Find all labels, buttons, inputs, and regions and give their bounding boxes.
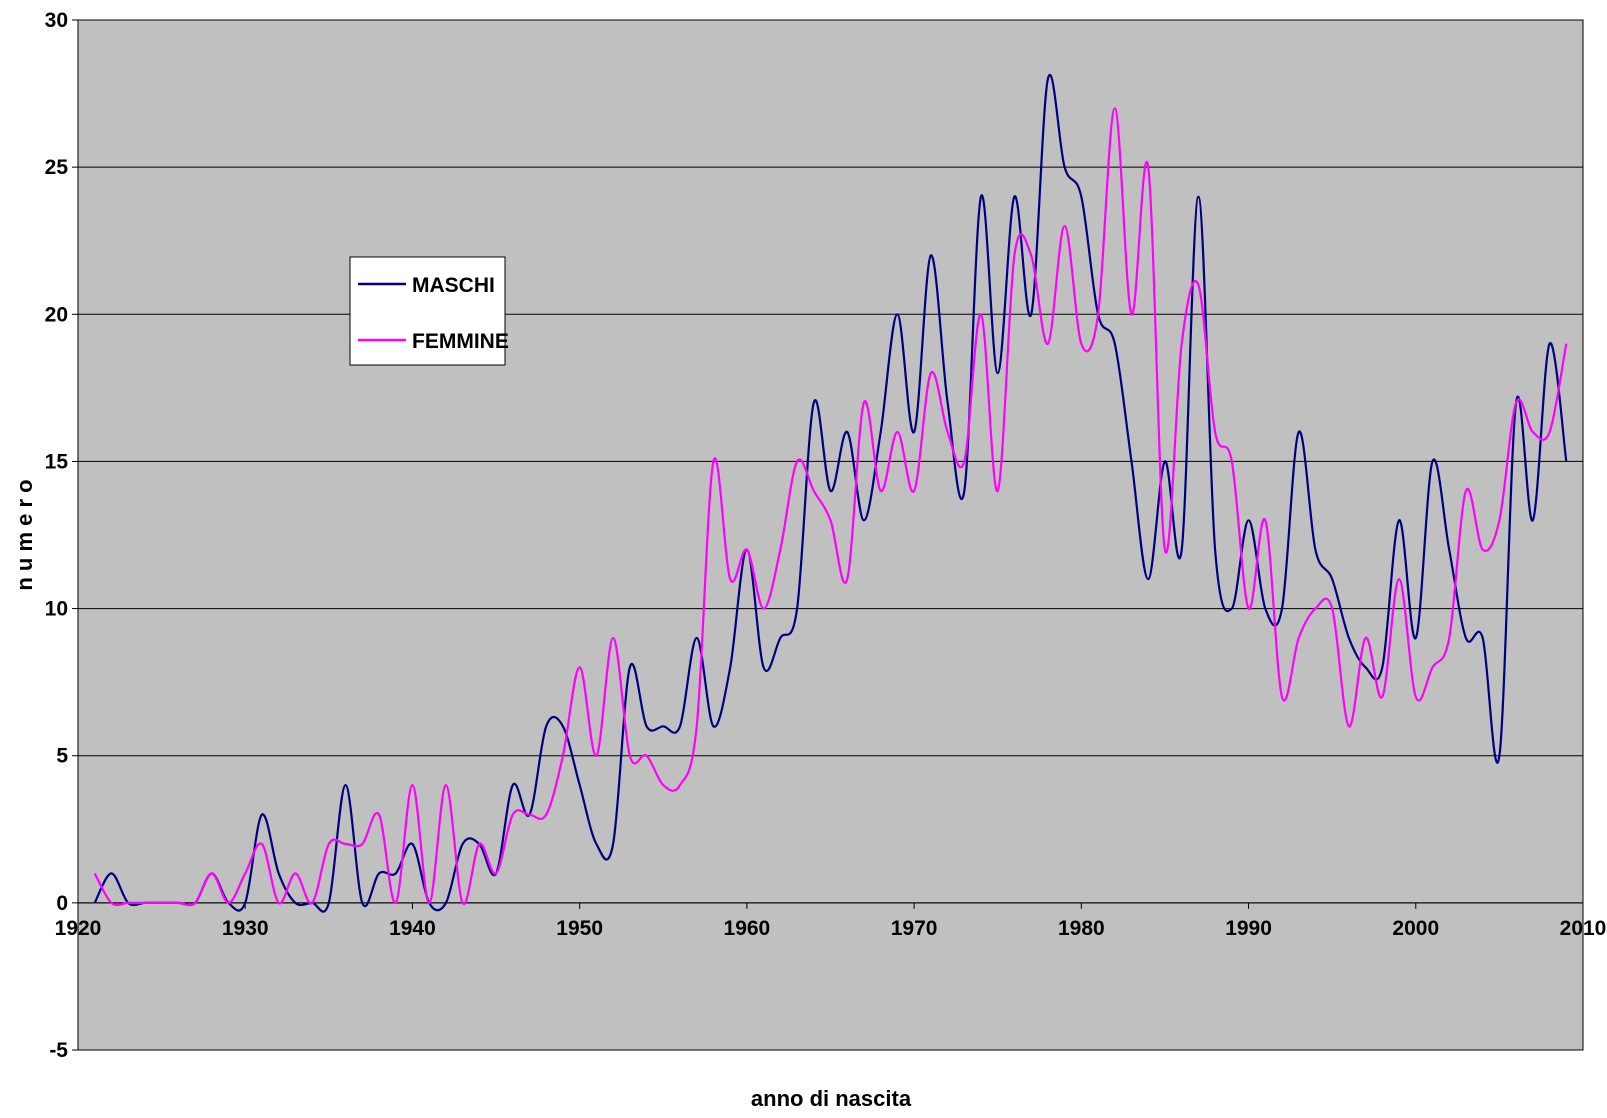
y-tick-label-10: 10 [45, 598, 68, 621]
y-tick-label--5: -5 [49, 1039, 68, 1062]
legend-label-maschi: MASCHI [412, 274, 495, 297]
legend: MASCHI FEMMINE [349, 256, 509, 366]
x-tick-label-1960: 1960 [724, 917, 771, 940]
y-tick-label-30: 30 [45, 9, 68, 32]
y-axis-title: n u m e r o [12, 479, 37, 590]
legend-label-femmine: FEMMINE [412, 330, 509, 353]
y-tick-label-20: 20 [45, 303, 68, 326]
x-tick-label-1990: 1990 [1225, 917, 1272, 940]
x-tick-label-1930: 1930 [222, 917, 269, 940]
x-axis-ticks: 1920 1930 1940 1950 1960 1970 1980 1990 2000 2010 [55, 902, 1607, 940]
y-tick-label-25: 25 [45, 156, 69, 179]
y-axis-ticks: -5 0 5 10 15 20 25 30 [45, 9, 78, 1062]
x-tick-label-1980: 1980 [1058, 917, 1105, 940]
series-line-femmine [93, 107, 1568, 907]
x-tick-label-2010: 2010 [1560, 917, 1607, 940]
y-tick-label-5: 5 [56, 745, 68, 768]
x-tick-label-1920: 1920 [55, 917, 102, 940]
legend-box [349, 256, 506, 366]
y-tick-label-0: 0 [56, 892, 68, 915]
plot-area [77, 19, 1584, 1051]
x-tick-label-1950: 1950 [556, 917, 603, 940]
x-axis-title: anno di nascita [751, 1086, 912, 1111]
series-lines [93, 73, 1568, 913]
x-tick-label-1940: 1940 [389, 917, 436, 940]
y-tick-label-15: 15 [45, 450, 69, 473]
x-tick-label-1970: 1970 [891, 917, 938, 940]
x-tick-label-2000: 2000 [1392, 917, 1439, 940]
